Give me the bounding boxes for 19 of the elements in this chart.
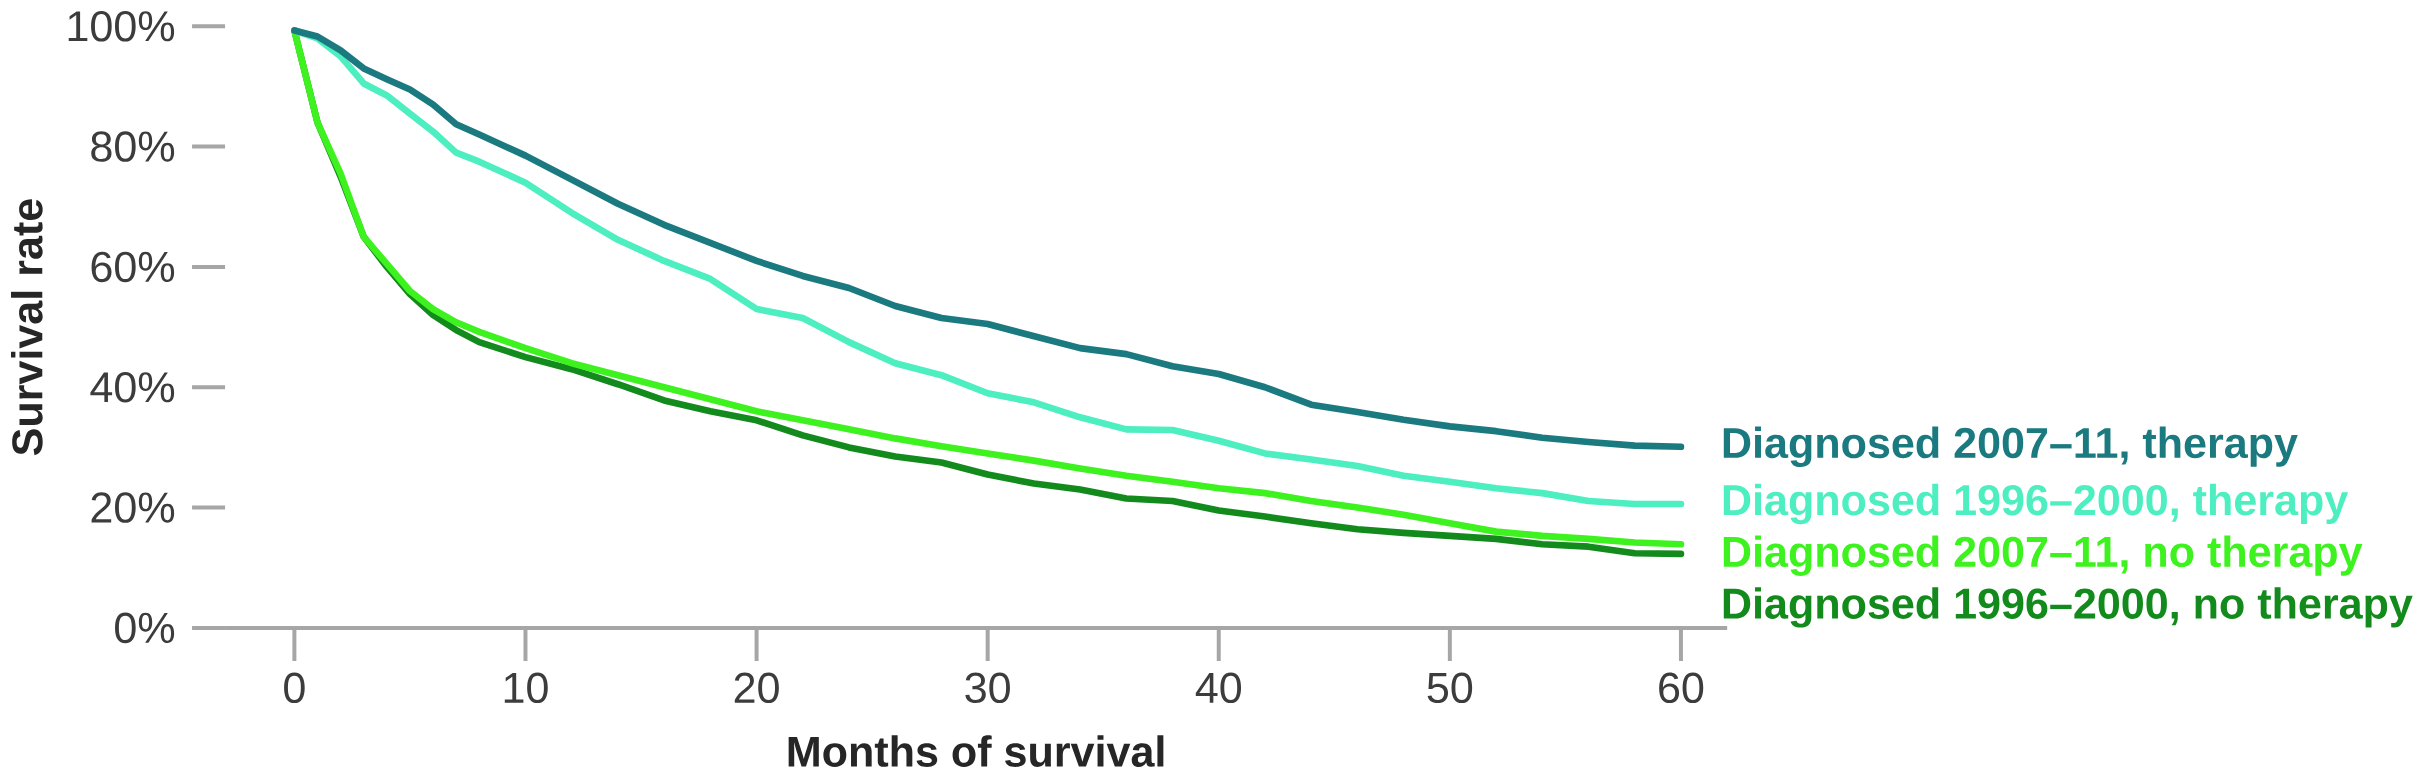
x-tick-label: 0 xyxy=(284,672,305,704)
series-label: Diagnosed 1996–2000, no therapy xyxy=(1723,587,2413,628)
y-axis-title: Survival rate xyxy=(11,199,43,456)
x-tick-label: 10 xyxy=(504,672,548,704)
y-tick-label: 0% xyxy=(115,612,175,644)
x-tick-label: 40 xyxy=(1195,672,1242,704)
y-tick-label: 20% xyxy=(91,492,175,523)
y-tick-label: 80% xyxy=(91,131,175,162)
y-tick-label: 60% xyxy=(91,251,175,283)
series-label: Diagnosed 1996–2000, therapy xyxy=(1723,483,2349,525)
x-tick-label: 50 xyxy=(1427,672,1473,704)
y-tick-label: 40% xyxy=(90,372,175,403)
x-tick-label: 30 xyxy=(965,672,1010,704)
series-label: Diagnosed 2007–11, no therapy xyxy=(1723,535,2363,576)
series-label: Diagnosed 2007–11, therapy xyxy=(1723,426,2298,468)
y-tick-label: 100% xyxy=(68,11,175,42)
x-tick-label: 60 xyxy=(1659,672,1704,704)
x-tick-label: 20 xyxy=(734,672,779,704)
x-axis-title: Months of survival xyxy=(788,735,1164,767)
